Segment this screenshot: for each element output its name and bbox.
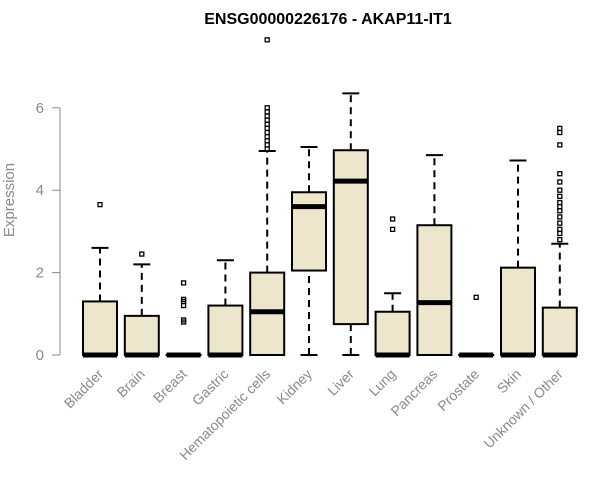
outlier-point xyxy=(557,193,563,200)
box-skin xyxy=(500,159,536,358)
outlier-point xyxy=(264,146,270,152)
outlier-point xyxy=(557,125,563,132)
outlier-point xyxy=(180,302,187,309)
outlier-point xyxy=(264,138,270,144)
box-iqr xyxy=(332,149,369,326)
box-iqr xyxy=(123,314,160,356)
y-axis-label: Expression xyxy=(1,163,18,237)
outlier-point xyxy=(97,201,103,208)
outlier-point xyxy=(557,226,563,232)
outlier-point xyxy=(557,199,563,206)
x-tick-label: Kidney xyxy=(274,366,316,408)
box-brain xyxy=(123,251,160,358)
outlier-point xyxy=(557,236,563,243)
outlier-point xyxy=(264,142,270,148)
x-tick-label: Prostate xyxy=(434,366,482,414)
x-tick-label: Breast xyxy=(150,366,190,406)
outlier-point xyxy=(557,129,563,136)
outlier-point xyxy=(180,317,187,323)
box-iqr xyxy=(500,266,536,357)
box-pancreas xyxy=(416,154,453,356)
outlier-point xyxy=(264,105,270,111)
outlier-point xyxy=(264,125,270,132)
box-iqr xyxy=(207,304,244,356)
x-tick-label: Skin xyxy=(494,366,525,397)
outlier-point xyxy=(264,109,270,115)
outlier-point xyxy=(557,179,563,185)
box-bladder xyxy=(82,201,118,358)
x-tick-label: Liver xyxy=(324,366,357,399)
outlier-point xyxy=(264,129,270,136)
outlier-point xyxy=(264,113,270,119)
outlier-point xyxy=(139,251,145,257)
y-tick-label: 2 xyxy=(36,265,44,282)
box-unknown-other xyxy=(541,125,578,358)
box-iqr xyxy=(374,310,411,356)
outlier-point xyxy=(389,226,396,232)
y-tick-label: 4 xyxy=(36,182,44,199)
outlier-point xyxy=(557,220,563,226)
boxes xyxy=(82,37,578,358)
outlier-point xyxy=(180,280,187,286)
outlier-point xyxy=(557,171,563,177)
x-tick-label: Brain xyxy=(113,366,147,400)
outlier-point xyxy=(264,117,270,123)
x-tick-label: Lung xyxy=(365,366,398,399)
outlier-point xyxy=(473,294,479,300)
x-tick-label: Unknown / Other xyxy=(480,366,566,452)
outlier-point xyxy=(264,121,270,127)
outlier-point xyxy=(264,133,270,140)
outlier-point xyxy=(389,216,396,222)
outlier-point xyxy=(557,142,563,148)
outlier-point xyxy=(557,230,563,237)
chart-title: ENSG00000226176 - AKAP11-IT1 xyxy=(204,11,452,28)
box-liver xyxy=(332,92,369,356)
outlier-point xyxy=(557,214,563,220)
box-iqr xyxy=(82,300,118,357)
box-breast xyxy=(165,280,202,358)
y-axis: 0 2 4 6 xyxy=(36,100,61,364)
outlier-point xyxy=(264,37,270,43)
box-iqr xyxy=(541,306,578,356)
outlier-point xyxy=(557,208,563,214)
y-tick-label: 6 xyxy=(36,100,44,117)
outlier-point xyxy=(557,187,563,193)
y-tick-label: 0 xyxy=(36,347,44,364)
box-iqr xyxy=(416,224,453,356)
box-gastric xyxy=(207,259,244,358)
x-tick-label: Bladder xyxy=(61,366,107,412)
box-lung xyxy=(374,216,411,358)
box-hematopoietic-cells xyxy=(249,37,286,357)
box-kidney xyxy=(291,145,327,356)
box-iqr xyxy=(291,191,327,272)
box-prostate xyxy=(458,294,495,358)
outlier-point xyxy=(557,204,563,210)
outlier-point xyxy=(180,296,187,303)
